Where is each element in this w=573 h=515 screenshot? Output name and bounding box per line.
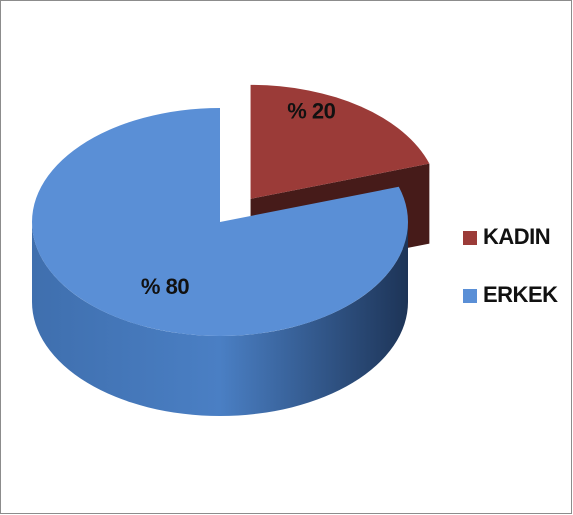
legend-label: KADIN bbox=[483, 224, 550, 249]
slice bbox=[31, 107, 408, 337]
legend-label: ERKEK bbox=[483, 282, 558, 307]
legend-swatch bbox=[463, 289, 477, 303]
slice bbox=[250, 84, 430, 199]
data-label: % 20 bbox=[287, 99, 335, 124]
slice-side bbox=[32, 222, 408, 416]
data-label: % 80 bbox=[141, 274, 189, 299]
legend-swatch bbox=[463, 231, 477, 245]
